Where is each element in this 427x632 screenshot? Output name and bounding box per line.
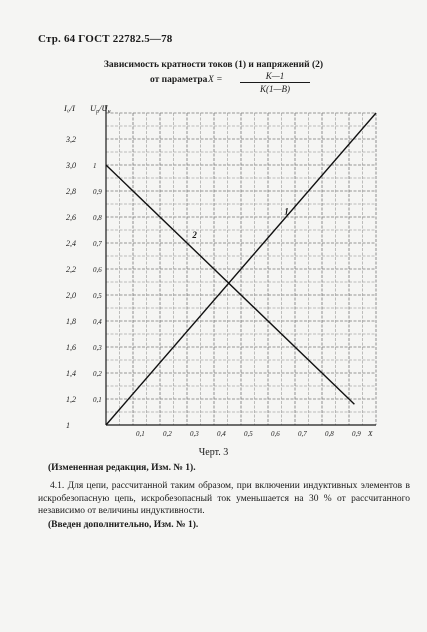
y-right-tick-label: 0,8 <box>93 214 102 222</box>
y-left-tick-label: 1,4 <box>66 369 76 378</box>
series-label-2: 2 <box>191 230 197 240</box>
y-right-tick-label: 0,2 <box>93 370 102 378</box>
x-tick-label: 0,4 <box>217 430 226 438</box>
y-left-tick-label: 3,0 <box>65 161 76 170</box>
y-right-tick-label: 0,4 <box>93 318 102 326</box>
y-right-tick-label: 0,1 <box>93 396 102 404</box>
x-axis-label: X <box>367 429 373 438</box>
change-note: (Измененная редакция, Изм. № 1). <box>48 463 196 473</box>
subtitle-prefix: от параметра <box>150 75 208 85</box>
y-right-tick-label: 0,7 <box>93 240 102 248</box>
paragraph-4-1: 4.1. Для цепи, рассчитанной таким образо… <box>38 481 410 516</box>
x-tick-label: 0,5 <box>244 430 253 438</box>
formula-denominator: K(1—B) <box>260 84 290 94</box>
right-axis-label: Uр/Uн <box>90 103 111 115</box>
y-left-tick-label: 1,2 <box>66 395 76 404</box>
x-tick-label: 0,8 <box>325 430 334 438</box>
addition-note: (Введен дополнительно, Изм. № 1). <box>48 520 199 530</box>
series-line-1 <box>105 112 377 426</box>
y-left-tick-label: 3,2 <box>65 135 76 144</box>
series-label-1: 1 <box>284 206 289 216</box>
y-left-tick-label: 2,6 <box>66 213 76 222</box>
x-tick-label: 0,9 <box>352 430 361 438</box>
y-right-tick-label: 1 <box>93 162 97 170</box>
y-right-tick-label: 0,5 <box>93 292 102 300</box>
series-line-2 <box>105 164 355 405</box>
y-left-tick-label: 2,0 <box>66 291 76 300</box>
x-tick-label: 0,1 <box>136 430 145 438</box>
y-left-tick-label: 1,8 <box>66 317 76 326</box>
chart-title: Зависимость кратности токов (1) и напряж… <box>103 60 324 70</box>
y-left-tick-label: 1,6 <box>66 343 76 352</box>
page-header: Стр. 64 ГОСТ 22782.5—78 <box>38 33 173 45</box>
left-axis-label: I₀/I <box>63 103 76 113</box>
figure-caption: Черт. 3 <box>198 447 229 458</box>
y-left-tick-label: 2,2 <box>66 265 76 274</box>
x-tick-label: 0,6 <box>271 430 280 438</box>
y-left-tick-label: 1 <box>66 421 70 430</box>
y-right-tick-label: 0,3 <box>93 344 102 352</box>
x-tick-label: 0,7 <box>298 430 307 438</box>
x-tick-label: 0,2 <box>163 430 172 438</box>
y-left-tick-label: 2,4 <box>66 239 76 248</box>
formula-numerator: K—1 <box>240 71 310 83</box>
formula-fraction: K—1 K(1—B) <box>240 71 310 94</box>
y-right-tick-label: 0,6 <box>93 266 102 274</box>
x-tick-label: 0,3 <box>190 430 199 438</box>
y-right-tick-label: 0,9 <box>93 188 102 196</box>
y-left-tick-label: 2,8 <box>66 187 76 196</box>
formula-lhs: X = <box>208 75 223 85</box>
